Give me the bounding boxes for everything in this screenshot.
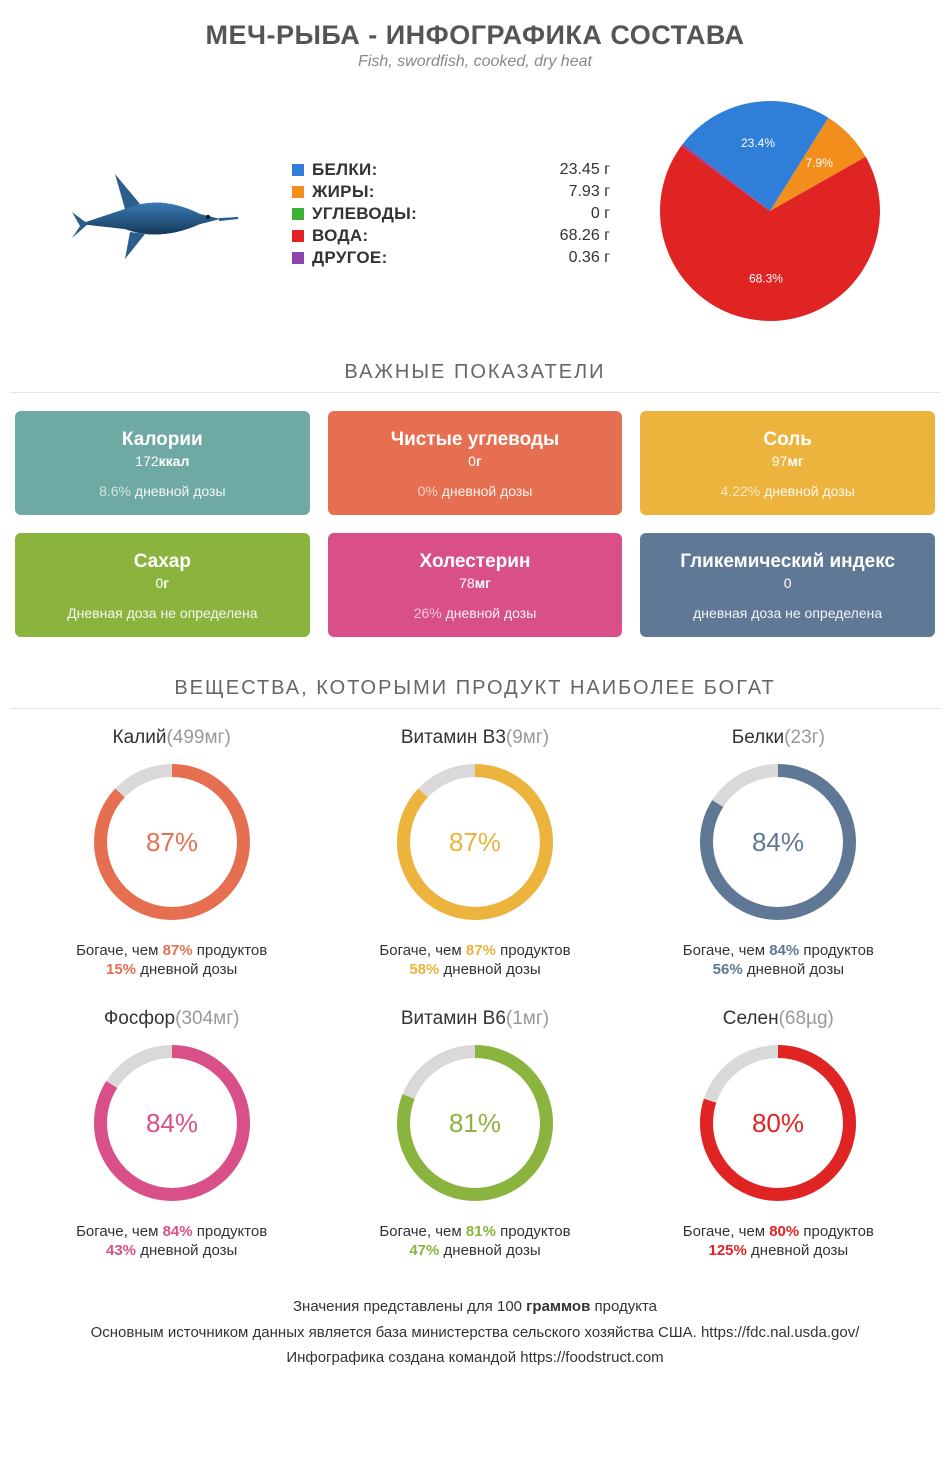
macro-row: ДРУГОЕ: 0.36 г (290, 247, 610, 269)
ring-daily-text: 58% дневной дозы (333, 961, 616, 978)
ring-pct: 81% (449, 1108, 501, 1138)
page-subtitle: Fish, swordfish, cooked, dry heat (10, 53, 940, 71)
indicator-card: Гликемический индекс 0 дневная доза не опр… (640, 533, 935, 637)
macro-row: БЕЛКИ: 23.45 г (290, 159, 610, 181)
color-swatch (290, 184, 306, 200)
macro-row: УГЛЕВОДЫ: 0 г (290, 203, 610, 225)
macro-value: 68.26 г (560, 227, 610, 245)
card-value: 97мг (650, 453, 925, 469)
ring-title: Калий(499мг) (30, 727, 313, 749)
footer-line-1: Значения представлены для 100 граммов пр… (10, 1294, 940, 1320)
section-rich-title: ВЕЩЕСТВА, КОТОРЫМИ ПРОДУКТ НАИБОЛЕЕ БОГА… (10, 677, 940, 700)
ring-chart: 80% (693, 1038, 863, 1208)
color-swatch (290, 250, 306, 266)
ring-chart: 87% (87, 757, 257, 927)
macro-name: УГЛЕВОДЫ: (312, 204, 417, 224)
footer-line-3: Инфографика создана командой https://foo… (10, 1345, 940, 1371)
ring-title: Витамин B3(9мг) (333, 727, 616, 749)
footer: Значения представлены для 100 граммов пр… (10, 1294, 940, 1371)
pie-chart: 7.9% 68.3% 23.4% (640, 96, 900, 331)
card-value: 78мг (338, 575, 613, 591)
separator (10, 392, 940, 393)
ring-richer-text: Богаче, чем 87% продуктов (30, 942, 313, 959)
nutrient-ring: Калий(499мг) 87% Богаче, чем 87% продуктов… (30, 727, 313, 978)
top-row: БЕЛКИ: 23.45 г ЖИРЫ: 7.93 г УГЛЕВОДЫ: 0 г ВОДА… (10, 96, 940, 331)
indicator-cards: Калории 172ккал 8.6% дневной дозы Чистые уг… (10, 411, 940, 637)
card-dose: 4.22% дневной дозы (650, 483, 925, 499)
color-swatch (290, 228, 306, 244)
separator (10, 708, 940, 709)
footer-line-2: Основным источником данных является база… (10, 1320, 940, 1346)
card-dose: 0% дневной дозы (338, 483, 613, 499)
ring-chart: 81% (390, 1038, 560, 1208)
nutrient-ring: Витамин B3(9мг) 87% Богаче, чем 87% продук… (333, 727, 616, 978)
macro-name: ДРУГОЕ: (312, 248, 388, 268)
macro-name: БЕЛКИ: (312, 160, 378, 180)
pie-label: 7.9% (806, 156, 834, 170)
card-title: Сахар (25, 551, 300, 573)
card-value: 172ккал (25, 453, 300, 469)
macro-row: ВОДА: 68.26 г (290, 225, 610, 247)
ring-title: Фосфор(304мг) (30, 1008, 313, 1030)
card-title: Чистые углеводы (338, 429, 613, 451)
card-title: Соль (650, 429, 925, 451)
ring-title: Селен(68µg) (637, 1008, 920, 1030)
ring-daily-text: 47% дневной дозы (333, 1242, 616, 1259)
indicator-card: Сахар 0г Дневная доза не определена (15, 533, 310, 637)
nutrient-rings: Калий(499мг) 87% Богаче, чем 87% продуктов… (10, 727, 940, 1259)
ring-daily-text: 56% дневной дозы (637, 961, 920, 978)
macro-row: ЖИРЫ: 7.93 г (290, 181, 610, 203)
card-title: Гликемический индекс (650, 551, 925, 573)
card-title: Холестерин (338, 551, 613, 573)
ring-title: Витамин B6(1мг) (333, 1008, 616, 1030)
card-dose: 8.6% дневной дозы (25, 483, 300, 499)
ring-chart: 84% (87, 1038, 257, 1208)
ring-pct: 84% (146, 1108, 198, 1138)
color-swatch (290, 206, 306, 222)
ring-richer-text: Богаче, чем 84% продуктов (30, 1223, 313, 1240)
nutrient-ring: Селен(68µg) 80% Богаче, чем 80% продуктов 1… (637, 1008, 920, 1259)
nutrient-ring: Фосфор(304мг) 84% Богаче, чем 84% продукто… (30, 1008, 313, 1259)
card-title: Калории (25, 429, 300, 451)
card-dose: дневная доза не определена (650, 605, 925, 621)
ring-title: Белки(23г) (637, 727, 920, 749)
ring-daily-text: 125% дневной дозы (637, 1242, 920, 1259)
macro-name: ЖИРЫ: (312, 182, 375, 202)
card-value: 0г (25, 575, 300, 591)
pie-label: 68.3% (749, 271, 783, 285)
indicator-card: Калории 172ккал 8.6% дневной дозы (15, 411, 310, 515)
card-dose: Дневная доза не определена (25, 605, 300, 621)
food-illustration (50, 154, 260, 274)
ring-pct: 84% (752, 827, 804, 857)
ring-pct: 80% (752, 1108, 804, 1138)
card-value: 0 (650, 575, 925, 591)
ring-pct: 87% (146, 827, 198, 857)
ring-richer-text: Богаче, чем 81% продуктов (333, 1223, 616, 1240)
macro-value: 7.93 г (569, 183, 610, 201)
page-title: МЕЧ-РЫБА - ИНФОГРАФИКА СОСТАВА (10, 20, 940, 51)
macro-value: 0 г (591, 205, 610, 223)
nutrient-ring: Витамин B6(1мг) 81% Богаче, чем 81% продук… (333, 1008, 616, 1259)
macro-value: 23.45 г (560, 161, 610, 179)
indicator-card: Чистые углеводы 0г 0% дневной дозы (328, 411, 623, 515)
macro-table: БЕЛКИ: 23.45 г ЖИРЫ: 7.93 г УГЛЕВОДЫ: 0 г ВОДА… (290, 159, 610, 269)
pie-label: 23.4% (741, 136, 775, 150)
macro-value: 0.36 г (569, 249, 610, 267)
ring-richer-text: Богаче, чем 80% продуктов (637, 1223, 920, 1240)
macro-name: ВОДА: (312, 226, 368, 246)
indicator-card: Холестерин 78мг 26% дневной дозы (328, 533, 623, 637)
nutrient-ring: Белки(23г) 84% Богаче, чем 84% продуктов 56… (637, 727, 920, 978)
color-swatch (290, 162, 306, 178)
ring-pct: 87% (449, 827, 501, 857)
section-important-title: ВАЖНЫЕ ПОКАЗАТЕЛИ (10, 361, 940, 384)
ring-daily-text: 15% дневной дозы (30, 961, 313, 978)
ring-richer-text: Богаче, чем 84% продуктов (637, 942, 920, 959)
indicator-card: Соль 97мг 4.22% дневной дозы (640, 411, 935, 515)
ring-chart: 84% (693, 757, 863, 927)
card-dose: 26% дневной дозы (338, 605, 613, 621)
ring-richer-text: Богаче, чем 87% продуктов (333, 942, 616, 959)
ring-daily-text: 43% дневной дозы (30, 1242, 313, 1259)
card-value: 0г (338, 453, 613, 469)
ring-chart: 87% (390, 757, 560, 927)
